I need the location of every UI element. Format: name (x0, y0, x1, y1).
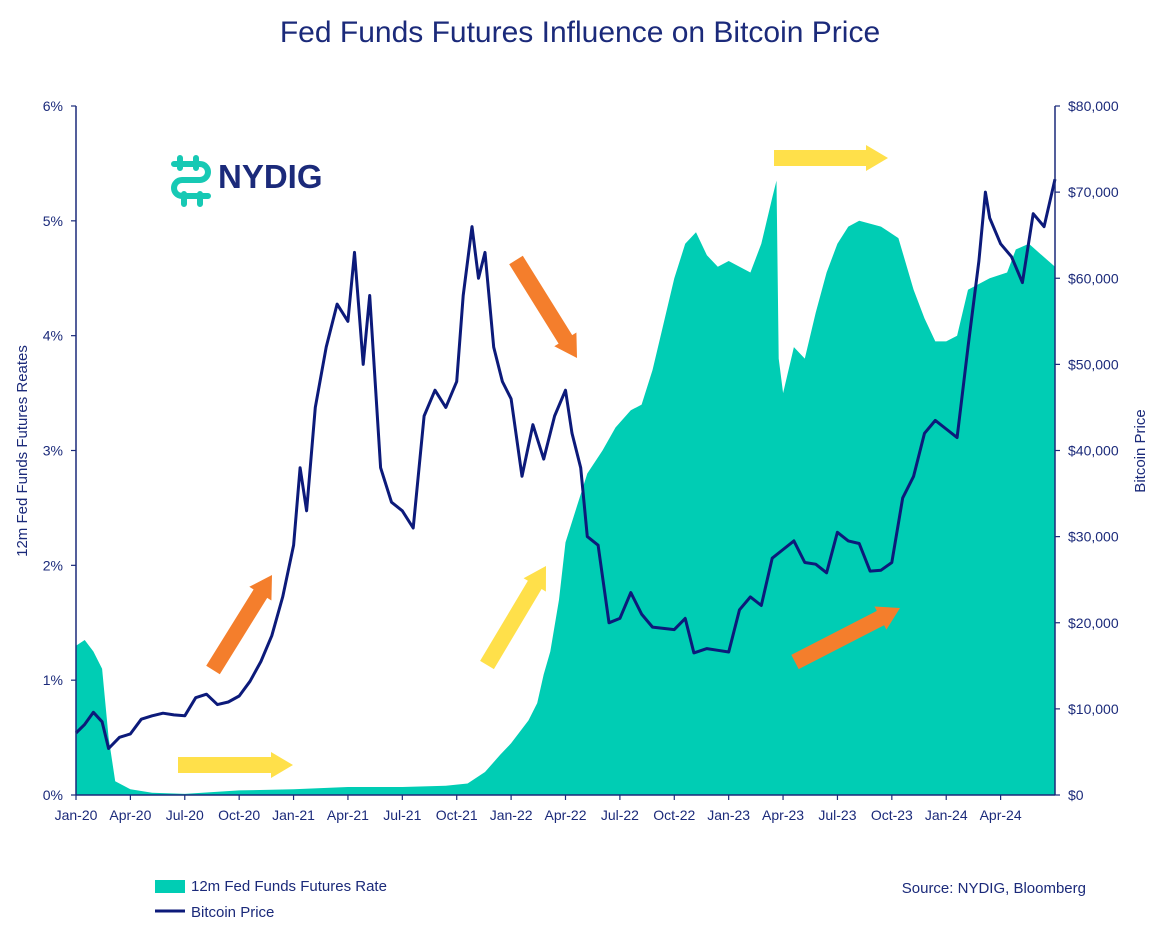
x-tick-label: Jul-21 (383, 807, 421, 823)
source-note: Source: NYDIG, Bloomberg (902, 880, 1086, 897)
x-tick-label: Jan-23 (707, 807, 750, 823)
left-tick-label: 5% (43, 213, 63, 229)
x-tick-label: Apr-24 (980, 807, 1022, 823)
left-tick-label: 3% (43, 443, 63, 459)
x-axis-ticks: Jan-20 Apr-20 Jul-20 Oct-20 Jan-21 Apr-21 Jul-… (55, 795, 1022, 823)
left-tick-label: 1% (43, 672, 63, 688)
x-tick-label: Oct-22 (653, 807, 695, 823)
x-tick-label: Oct-23 (871, 807, 913, 823)
x-tick-label: Jul-22 (601, 807, 639, 823)
left-axis-ticks: 0% 1% 2% 3% 4% 5% 6% (43, 98, 76, 803)
right-tick-label: $50,000 (1068, 356, 1119, 372)
logo-text: NYDIG (218, 158, 323, 195)
right-axis-ticks: $0 $10,000 $20,000 $30,000 $40,000 $50,000 $60… (1055, 98, 1119, 803)
x-tick-label: Apr-21 (327, 807, 369, 823)
bitcoin-line-layer (74, 178, 1057, 750)
nydig-logo: NYDIG (171, 155, 323, 207)
right-tick-label: $10,000 (1068, 701, 1119, 717)
bitcoin-price-line (74, 178, 1057, 750)
annotation-arrow-3 (509, 255, 577, 358)
legend: 12m Fed Funds Futures Rate Bitcoin Price (155, 878, 387, 921)
left-tick-label: 4% (43, 328, 63, 344)
nydig-logo-icon (171, 155, 211, 207)
left-axis-title: 12m Fed Funds Futures Reates (14, 345, 31, 557)
x-tick-label: Jul-23 (818, 807, 856, 823)
left-tick-label: 2% (43, 557, 63, 573)
left-tick-label: 0% (43, 787, 63, 803)
right-tick-label: $80,000 (1068, 98, 1119, 114)
x-tick-label: Oct-20 (218, 807, 260, 823)
right-axis-title: Bitcoin Price (1132, 409, 1149, 492)
left-tick-label: 6% (43, 98, 63, 114)
x-tick-label: Oct-21 (436, 807, 478, 823)
legend-swatch-fed-funds (155, 880, 185, 893)
x-tick-label: Apr-20 (109, 807, 151, 823)
annotation-arrow-4 (480, 566, 546, 670)
right-tick-label: $70,000 (1068, 184, 1119, 200)
x-tick-label: Apr-22 (544, 807, 586, 823)
x-tick-label: Jan-22 (490, 807, 533, 823)
x-tick-label: Jan-24 (925, 807, 968, 823)
fed-funds-area (76, 180, 1055, 796)
legend-label-fed-funds: 12m Fed Funds Futures Rate (191, 878, 387, 895)
right-tick-label: $30,000 (1068, 529, 1119, 545)
x-tick-label: Apr-23 (762, 807, 804, 823)
x-tick-label: Jan-20 (55, 807, 98, 823)
x-tick-label: Jul-20 (166, 807, 204, 823)
legend-label-bitcoin: Bitcoin Price (191, 904, 274, 921)
x-tick-label: Jan-21 (272, 807, 315, 823)
annotation-arrow-2 (206, 575, 272, 675)
right-tick-label: $40,000 (1068, 443, 1119, 459)
annotation-arrow-5 (774, 145, 888, 171)
right-tick-label: $20,000 (1068, 615, 1119, 631)
annotation-arrow-6 (791, 606, 900, 670)
chart-title: Fed Funds Futures Influence on Bitcoin P… (280, 16, 880, 49)
right-tick-label: $60,000 (1068, 270, 1119, 286)
fed-funds-area-layer (76, 180, 1055, 796)
annotation-arrow-1 (178, 752, 293, 778)
right-tick-label: $0 (1068, 787, 1084, 803)
annotation-arrows (178, 145, 900, 778)
